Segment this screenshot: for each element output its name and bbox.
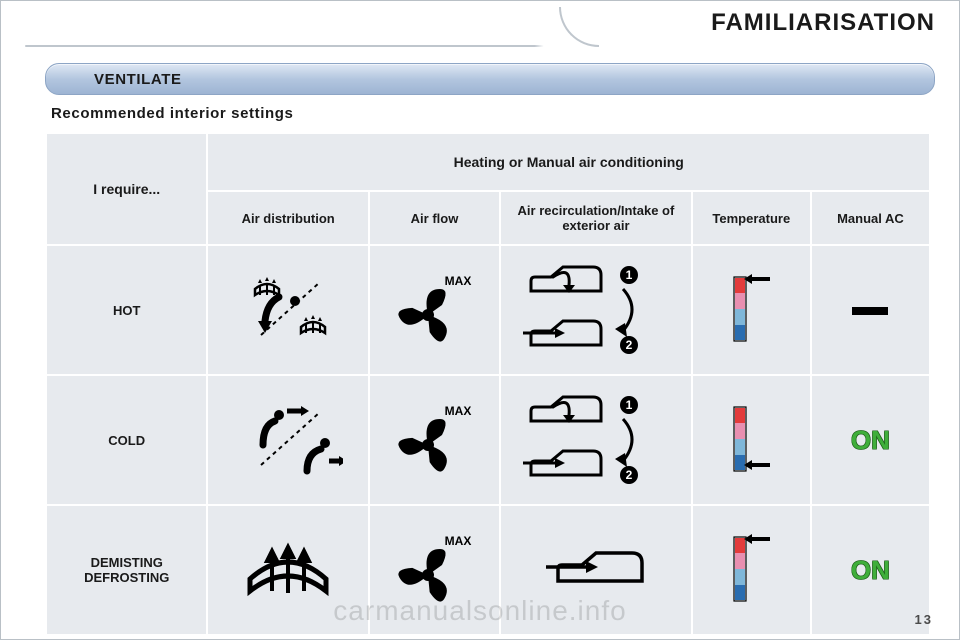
fan-max-icon: MAX [388, 401, 480, 477]
cell-recirc: 1 2 [500, 245, 692, 375]
air-distribution-feet-windscreen-icon [233, 269, 343, 349]
cell-distribution [207, 245, 368, 375]
temperature-hot-icon [714, 267, 788, 351]
th-distribution: Air distribution [207, 191, 368, 245]
th-flow: Air flow [369, 191, 500, 245]
cell-distribution [207, 375, 368, 505]
cell-distribution [207, 505, 368, 635]
section-bar: VENTILATE [45, 63, 935, 95]
cell-flow: MAX [369, 245, 500, 375]
fan-max-icon: MAX [388, 271, 480, 347]
recirc-step-2: 2 [626, 468, 633, 482]
title-divider-curve [559, 7, 599, 47]
cell-temp [692, 245, 811, 375]
fan-max-label: MAX [445, 404, 472, 418]
page-title: FAMILIARISATION [711, 9, 935, 37]
section-title: VENTILATE [94, 71, 182, 88]
cell-recirc [500, 505, 692, 635]
cell-ac: ON [811, 375, 930, 505]
page: FAMILIARISATION VENTILATE Recommended in… [0, 0, 960, 640]
th-ac: Manual AC [811, 191, 930, 245]
row-label: DEMISTING DEFROSTING [46, 505, 207, 635]
title-divider [25, 45, 935, 47]
cell-flow: MAX [369, 375, 500, 505]
temperature-hot-icon [714, 527, 788, 611]
recirc-step-1: 1 [626, 268, 633, 282]
air-recirc-sequence-icon: 1 2 [511, 259, 681, 359]
air-distribution-windscreen-icon [240, 531, 336, 607]
cell-ac [811, 245, 930, 375]
ac-on-label: ON [851, 425, 890, 455]
settings-table: I require... Heating or Manual air condi… [45, 132, 931, 636]
table-row: HOT [46, 245, 930, 375]
th-require: I require... [46, 133, 207, 245]
section-subtitle: Recommended interior settings [51, 105, 935, 122]
row-label-line1: DEMISTING [91, 555, 163, 570]
ac-on-label: ON [851, 555, 890, 585]
recirc-step-2: 2 [626, 338, 633, 352]
temperature-cold-icon [714, 397, 788, 481]
row-label-line2: DEFROSTING [84, 570, 169, 585]
air-intake-exterior-icon [526, 539, 666, 599]
row-label: HOT [46, 245, 207, 375]
cell-recirc: 1 2 [500, 375, 692, 505]
table-header-row-1: I require... Heating or Manual air condi… [46, 133, 930, 191]
cell-temp [692, 505, 811, 635]
row-label: COLD [46, 375, 207, 505]
cell-flow: MAX [369, 505, 500, 635]
ac-dash-icon [852, 307, 888, 315]
air-distribution-face-feet-icon [233, 399, 343, 479]
table-row: COLD [46, 375, 930, 505]
page-number: 13 [915, 612, 933, 627]
table-row: DEMISTING DEFROSTING [46, 505, 930, 635]
fan-max-label: MAX [445, 534, 472, 548]
th-mode: Heating or Manual air conditioning [207, 133, 930, 191]
fan-max-icon: MAX [388, 531, 480, 607]
air-recirc-sequence-icon: 1 2 [511, 389, 681, 489]
th-temp: Temperature [692, 191, 811, 245]
recirc-step-1: 1 [626, 398, 633, 412]
cell-temp [692, 375, 811, 505]
th-recirc: Air recirculation/Intake of exterior air [500, 191, 692, 245]
cell-ac: ON [811, 505, 930, 635]
fan-max-label: MAX [445, 274, 472, 288]
